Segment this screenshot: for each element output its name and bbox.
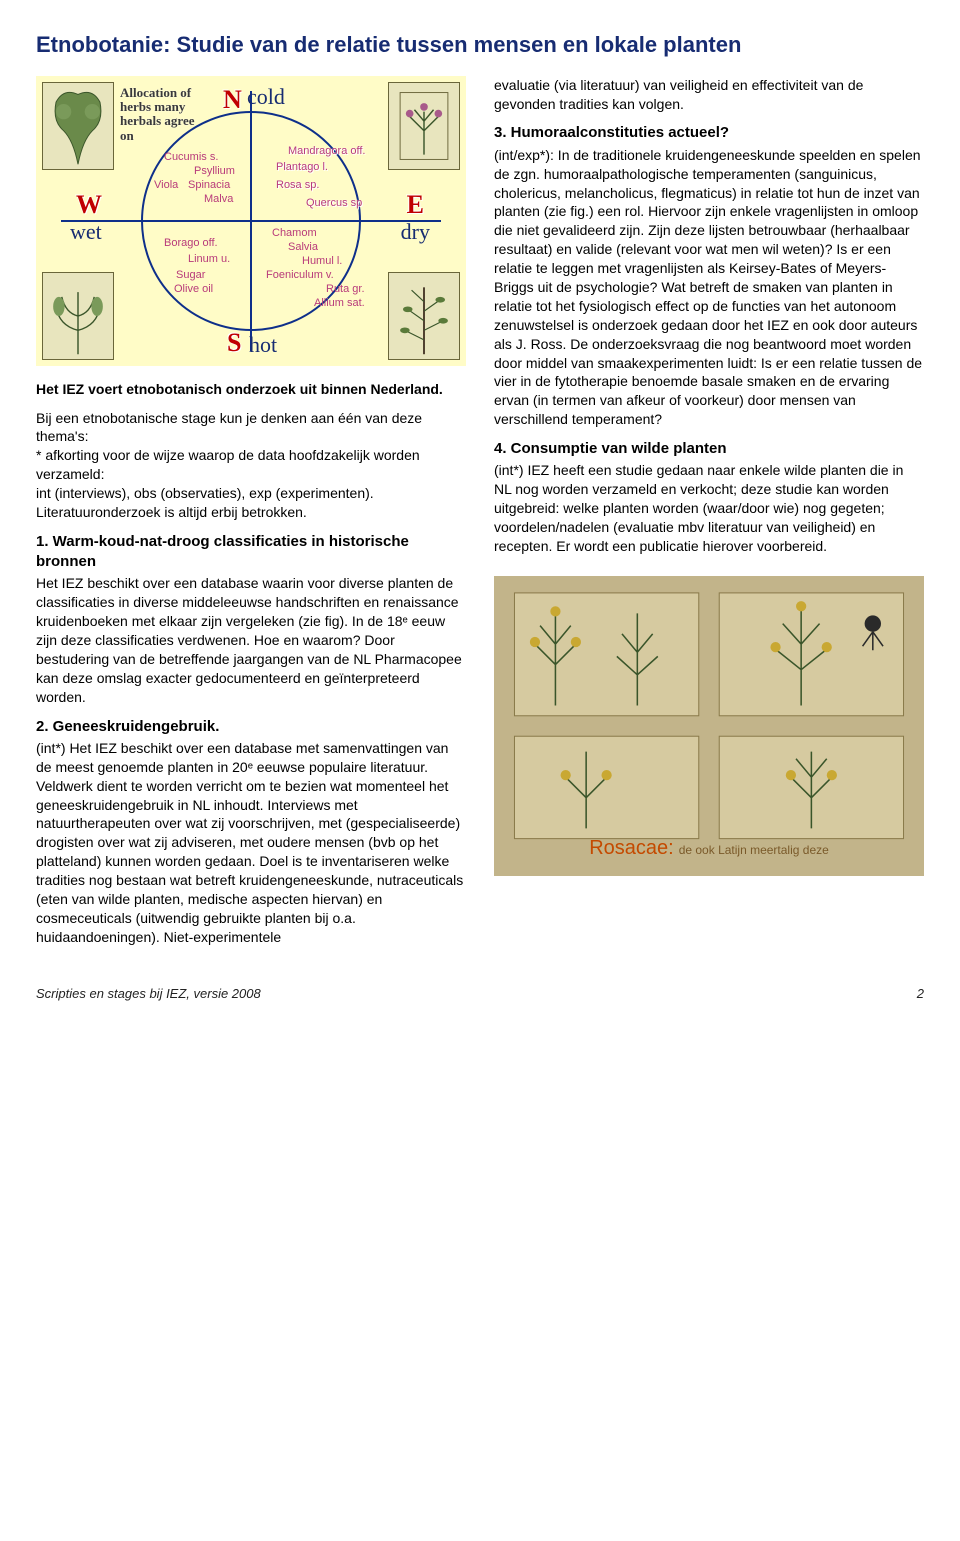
herb-label: Rosa sp.: [276, 178, 319, 193]
herb-label: Salvia: [288, 240, 318, 255]
right-column: evaluatie (via literatuur) van veilighei…: [494, 76, 924, 957]
two-column-layout: Allocation of herbs many herbals agree o…: [36, 76, 924, 957]
right-body: evaluatie (via literatuur) van veilighei…: [494, 76, 924, 556]
intro-text: Bij een etnobotanische stage kun je denk…: [36, 409, 466, 522]
section-2-continued: evaluatie (via literatuur) van veilighei…: [494, 76, 924, 114]
section-2-heading: 2. Geneeskruidengebruik.: [36, 717, 466, 737]
herb-label: Malva: [204, 192, 233, 207]
humoral-diagram: Allocation of herbs many herbals agree o…: [36, 76, 466, 366]
section-2-body: (int*) Het IEZ beschikt over een databas…: [36, 739, 466, 947]
herb-label: Chamom: [272, 226, 317, 241]
herb-label: Quercus sp: [306, 196, 362, 211]
plant-illustration: [388, 272, 460, 360]
label-cold: cold: [247, 82, 285, 112]
diagram-allocation-text: Allocation of herbs many herbals agree o…: [120, 86, 210, 143]
herb-label: Ruta gr.: [326, 282, 365, 297]
label-dry: dry: [401, 217, 430, 247]
section-1-heading: 1. Warm-koud-nat-droog classificaties in…: [36, 532, 466, 573]
plant-illustration: [42, 272, 114, 360]
herb-label: Spinacia: [188, 178, 230, 193]
section-1-body: Het IEZ beschikt over een database waari…: [36, 574, 466, 706]
herb-label: Foeniculum v.: [266, 268, 334, 283]
dir-n: N: [223, 82, 242, 117]
footer-left: Scripties en stages bij IEZ, versie 2008: [36, 985, 261, 1003]
herb-label: Borago off.: [164, 236, 218, 251]
intro-bold: Het IEZ voert etnobotanisch onderzoek ui…: [36, 381, 443, 397]
left-body: Het IEZ voert etnobotanisch onderzoek ui…: [36, 380, 466, 947]
left-column: Allocation of herbs many herbals agree o…: [36, 76, 466, 957]
label-wet: wet: [70, 217, 102, 247]
label-hot: hot: [249, 330, 277, 360]
section-4-body: (int*) IEZ heeft een studie gedaan naar …: [494, 461, 924, 555]
herb-label: Psyllium: [194, 164, 235, 179]
photo-caption: Rosacae: de ook Latijn meertalig deze: [494, 835, 924, 862]
rosacae-photo: Rosacae: de ook Latijn meertalig deze: [494, 576, 924, 876]
plant-illustration: [388, 82, 460, 170]
herb-label: Mandragora off.: [288, 144, 365, 159]
herb-label: Olive oil: [174, 282, 213, 297]
herb-label: Humul l.: [302, 254, 342, 269]
plant-illustration: [42, 82, 114, 170]
herb-label: Allium sat.: [314, 296, 365, 311]
section-4-heading: 4. Consumptie van wilde planten: [494, 439, 924, 459]
herb-label: Plantago l.: [276, 160, 328, 175]
section-3-body: (int/exp*): In de traditionele kruidenge…: [494, 146, 924, 429]
herb-label: Sugar: [176, 268, 205, 283]
page-title: Etnobotanie: Studie van de relatie tusse…: [36, 30, 924, 60]
photo-family: Rosacae:: [589, 837, 674, 859]
footer-page-number: 2: [917, 985, 924, 1003]
section-3-heading: 3. Humoraalconstituties actueel?: [494, 123, 924, 143]
dir-s: S: [227, 325, 241, 360]
herb-label: Linum u.: [188, 252, 230, 267]
page-footer: Scripties en stages bij IEZ, versie 2008…: [36, 985, 924, 1003]
herb-label: Cucumis s.: [164, 150, 218, 165]
herb-label: Viola: [154, 178, 178, 193]
photo-note: de ook Latijn meertalig deze: [679, 843, 829, 857]
